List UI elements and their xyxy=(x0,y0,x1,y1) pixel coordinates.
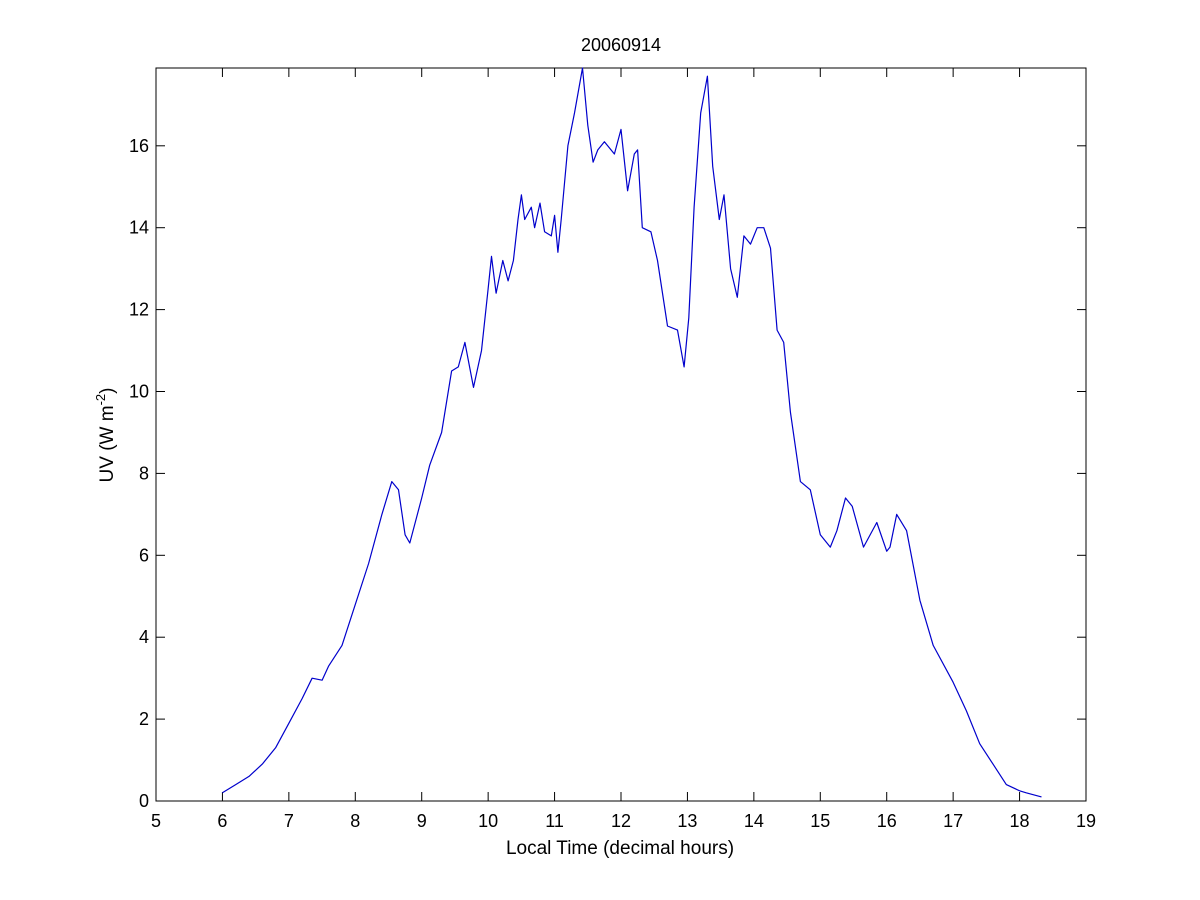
x-tick-label: 9 xyxy=(417,811,427,831)
y-axis-label-superscript: -2 xyxy=(93,394,108,406)
x-tick-label: 15 xyxy=(810,811,830,831)
y-axis-ticks: 0 2 4 6 8 10 12 14 16 xyxy=(129,136,1086,811)
x-tick-label: 18 xyxy=(1010,811,1030,831)
x-tick-label: 7 xyxy=(284,811,294,831)
x-tick-label: 5 xyxy=(151,811,161,831)
y-tick-label: 16 xyxy=(129,136,149,156)
series-layer xyxy=(222,67,1042,798)
y-axis-label-main: UV (W m xyxy=(97,405,118,482)
x-tick-label: 19 xyxy=(1076,811,1096,831)
y-tick-label: 14 xyxy=(129,218,149,238)
y-tick-label: 6 xyxy=(139,545,149,565)
x-tick-label: 16 xyxy=(877,811,897,831)
x-tick-label: 17 xyxy=(943,811,963,831)
y-tick-label: 0 xyxy=(139,791,149,811)
x-tick-label: 8 xyxy=(350,811,360,831)
x-tick-label: 14 xyxy=(744,811,764,831)
y-axis-label-close: ) xyxy=(97,388,118,394)
uv-series-line xyxy=(222,67,1042,798)
x-axis-ticks: 5 6 7 8 9 10 11 12 13 14 15 16 17 18 19 xyxy=(151,68,1096,831)
x-tick-label: 12 xyxy=(611,811,631,831)
y-axis-label: UV (W m-2) xyxy=(93,388,118,483)
chart-title: 20060914 xyxy=(581,35,661,55)
x-axis-label: Local Time (decimal hours) xyxy=(506,838,734,859)
x-tick-label: 10 xyxy=(478,811,498,831)
y-tick-label: 10 xyxy=(129,382,149,402)
y-tick-label: 8 xyxy=(139,463,149,483)
plot-area xyxy=(155,67,1087,802)
x-tick-label: 11 xyxy=(545,811,564,831)
y-tick-label: 4 xyxy=(139,627,149,647)
x-tick-label: 6 xyxy=(217,811,227,831)
y-tick-label: 2 xyxy=(139,709,149,729)
x-tick-label: 13 xyxy=(677,811,697,831)
y-tick-label: 12 xyxy=(129,300,149,320)
